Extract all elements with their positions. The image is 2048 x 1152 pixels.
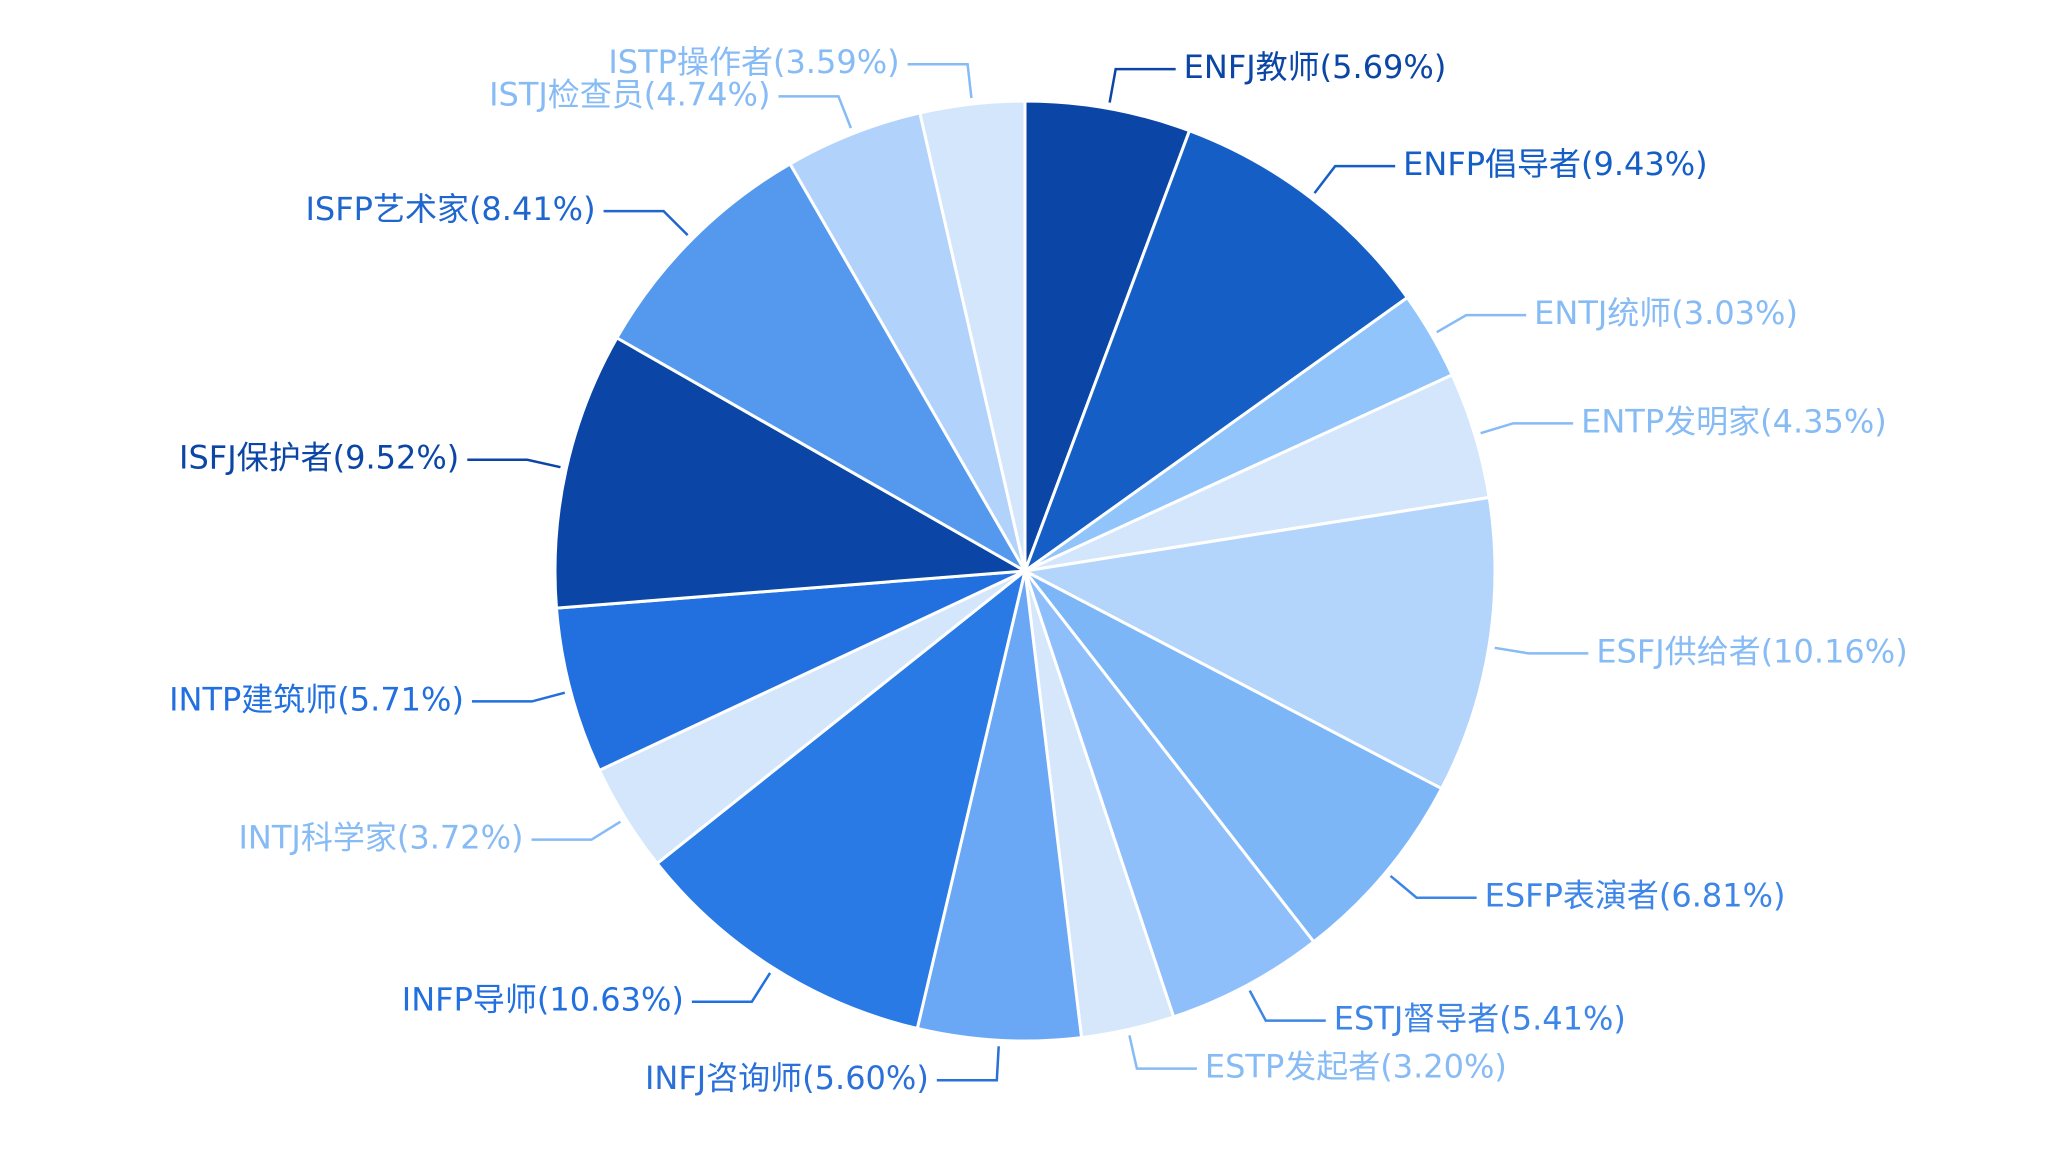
- pie-slice: [918, 99, 1027, 572]
- slice-label: ENFP倡导者(9.43%): [1403, 145, 1708, 183]
- pie-slice: [915, 570, 1084, 1043]
- leader-line: [1480, 422, 1574, 435]
- slice-label: ESTJ督导者(5.41%): [1334, 1000, 1626, 1038]
- leader-line: [778, 95, 853, 129]
- leader-line: [907, 62, 973, 99]
- pie-slice: [554, 569, 1026, 773]
- slice-label: ENTP发明家(4.35%): [1581, 402, 1887, 440]
- leader-line: [1108, 67, 1176, 103]
- slice-label: ISFJ保护者(9.52%): [179, 439, 459, 477]
- pie-slice: [1023, 570, 1316, 1019]
- slice-label: ESFP表演者(6.81%): [1485, 877, 1786, 915]
- slice-label: INTP建筑师(5.71%): [169, 680, 464, 718]
- leader-line: [1248, 990, 1326, 1022]
- pie-slice: [654, 567, 1028, 1031]
- slice-label: ISFP艺术家(8.41%): [305, 190, 595, 228]
- leader-line: [936, 1046, 1000, 1082]
- leader-line: [1128, 1035, 1197, 1070]
- slice-label: ENFJ教师(5.69%): [1184, 48, 1447, 86]
- leader-line: [603, 209, 689, 237]
- leader-line: [1494, 646, 1589, 655]
- slice-label: ISTP操作者(3.59%): [608, 43, 899, 81]
- pie-slice: [1023, 99, 1192, 572]
- pie-slice: [553, 335, 1030, 610]
- slice-label: ESTP发起者(3.20%): [1205, 1048, 1507, 1086]
- slice-label: INFJ咨询师(5.60%): [645, 1059, 929, 1097]
- leader-line: [691, 972, 772, 1003]
- slice-label: INTJ科学家(3.72%): [238, 819, 523, 857]
- pie-slice: [614, 161, 1030, 576]
- slice-label: ISTJ检查员(4.74%): [489, 75, 770, 113]
- pie-slice: [1020, 495, 1497, 791]
- leader-line: [1313, 164, 1396, 194]
- slice-label: ESFJ供给者(10.16%): [1596, 632, 1907, 670]
- leader-line: [471, 691, 566, 703]
- leader-line: [1436, 313, 1527, 334]
- pie-slice: [1021, 128, 1410, 576]
- leader-line: [531, 820, 622, 841]
- slice-label: ENTJ统师(3.03%): [1534, 294, 1798, 332]
- pie-slice: [1023, 569, 1444, 944]
- leader-line: [1389, 874, 1477, 899]
- slice-label: INFP导师(10.63%): [402, 981, 684, 1019]
- leader-line: [467, 458, 561, 469]
